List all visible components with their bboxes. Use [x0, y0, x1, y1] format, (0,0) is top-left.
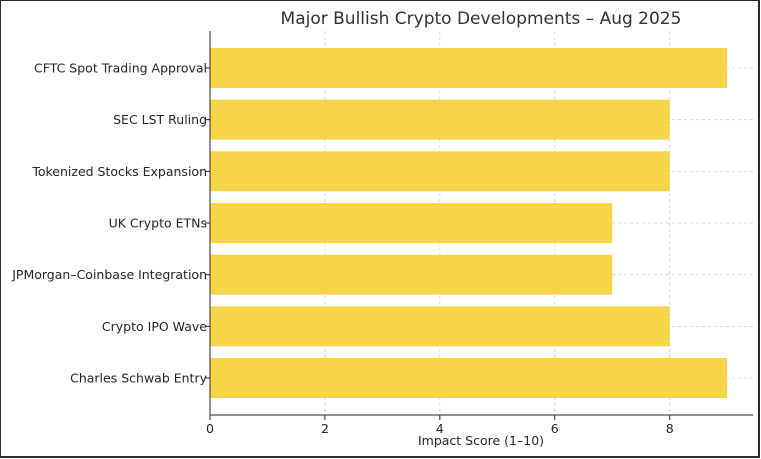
category-label-3: UK Crypto ETNs — [109, 216, 207, 231]
chart-title: Major Bullish Crypto Developments – Aug … — [281, 9, 682, 29]
category-label-0: CFTC Spot Trading Approval — [34, 61, 207, 76]
category-label-1: SEC LST Ruling — [113, 112, 207, 127]
category-label-2: Tokenized Stocks Expansion — [31, 164, 207, 179]
bar-4 — [210, 254, 613, 295]
bar-5 — [210, 306, 670, 347]
x-tick-label-8: 8 — [666, 421, 674, 436]
category-label-5: Crypto IPO Wave — [102, 319, 207, 334]
x-tick-label-2: 2 — [321, 421, 329, 436]
x-tick-label-4: 4 — [436, 421, 444, 436]
x-tick-label-6: 6 — [551, 421, 559, 436]
bar-1 — [210, 99, 670, 140]
bar-3 — [210, 203, 613, 244]
bar-2 — [210, 151, 670, 192]
bar-6 — [210, 358, 728, 399]
category-label-6: Charles Schwab Entry — [70, 371, 207, 386]
bar-0 — [210, 48, 728, 88]
bars — [210, 48, 728, 399]
category-label-4: JPMorgan–Coinbase Integration — [11, 267, 207, 282]
x-ticks: 0 2 4 6 8 — [206, 415, 674, 436]
x-axis-label: Impact Score (1–10) — [418, 433, 544, 448]
x-tick-label-0: 0 — [206, 421, 214, 436]
category-labels: CFTC Spot Trading Approval SEC LST Ruling… — [11, 61, 210, 386]
